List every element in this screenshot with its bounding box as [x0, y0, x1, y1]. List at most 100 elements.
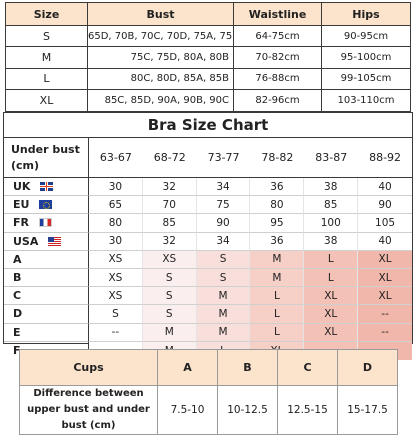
size-value-cell: 80 — [250, 196, 305, 215]
size-value-cell: 80 — [89, 214, 143, 233]
size-cell: S — [5, 24, 88, 48]
size-value-cell: 65 — [89, 196, 143, 215]
size-value-cell: 40 — [358, 233, 412, 251]
cup-a-value: 7.5-10 — [157, 385, 218, 435]
cup-size-cell: L — [250, 323, 305, 342]
fr-flag-icon — [38, 218, 52, 228]
cup-label-c: C — [4, 287, 89, 306]
size-value-cell: 100 — [304, 214, 359, 233]
region-label-text: USA — [13, 234, 39, 248]
cup-size-cell: M — [196, 323, 251, 342]
cup-size-cell: M — [142, 323, 197, 342]
cups-table-header: Cups A B C D — [19, 349, 398, 386]
under-bust-range: 73-77 — [196, 138, 251, 178]
size-value-cell: 30 — [89, 232, 143, 251]
cup-size-cell: S — [89, 305, 143, 324]
under-bust-range: 63-67 — [89, 138, 143, 178]
cup-size-cell: XL — [358, 268, 412, 288]
size-value-cell: 90 — [358, 196, 412, 215]
cup-size-cell: S — [142, 287, 197, 306]
size-value-cell: 75 — [196, 196, 251, 215]
cups-table: Cups A B C D Difference between upper bu… — [19, 349, 398, 435]
cup-size-cell: M — [196, 287, 251, 306]
cup-size-cell: XL — [304, 323, 359, 342]
region-label-text: UK — [13, 180, 31, 194]
size-value-cell: 34 — [196, 232, 251, 251]
under-bust-range: 83-87 — [304, 138, 359, 178]
hips-cell: 103-110cm — [321, 89, 411, 112]
bust-cell: 75C, 75D, 80A, 80B — [87, 46, 234, 69]
cup-b-value: 10-12.5 — [217, 385, 278, 435]
cup-size-cell: -- — [89, 323, 143, 342]
uk-flag-icon — [40, 182, 54, 192]
under-bust-header: Under bust (cm) — [4, 138, 89, 178]
table-row: M 75C, 75D, 80A, 80B 70-82cm 95-100cm — [5, 46, 411, 69]
hips-cell: 95-100cm — [321, 46, 411, 69]
cup-label-a: A — [4, 250, 89, 269]
bra-chart-title: Bra Size Chart — [4, 113, 412, 138]
under-bust-range: 68-72 — [142, 138, 197, 178]
cup-size-cell: XS — [89, 268, 143, 288]
size-value-cell: 34 — [196, 178, 251, 197]
cup-b-header: B — [217, 349, 278, 386]
cup-size-cell: L — [250, 287, 305, 306]
cup-size-cell: XS — [89, 250, 143, 269]
cup-size-cell: L — [304, 268, 359, 288]
size-value-cell: 90 — [196, 214, 251, 233]
cup-size-cell: -- — [358, 305, 412, 324]
table-row: L 80C, 80D, 85A, 85B 76-88cm 99-105cm — [5, 67, 411, 91]
header-size: Size — [5, 2, 88, 26]
cup-c-header: C — [277, 349, 338, 386]
cup-size-cell: XS — [89, 287, 143, 306]
cup-size-cell: L — [250, 305, 305, 324]
under-bust-range: 78-82 — [250, 138, 305, 178]
size-value-cell: 40 — [358, 178, 412, 197]
hips-cell: 99-105cm — [321, 67, 411, 91]
cups-header-label: Cups — [19, 349, 158, 386]
under-bust-range: 88-92 — [358, 138, 412, 178]
cup-size-cell: XS — [142, 250, 197, 269]
table-row: S 65D, 70B, 70C, 70D, 75A, 75B 64-75cm 9… — [5, 24, 411, 48]
cup-size-cell: L — [304, 250, 359, 269]
cup-size-cell: S — [196, 268, 251, 288]
size-value-cell: 32 — [142, 232, 197, 251]
region-label-text: EU — [13, 198, 30, 212]
size-table-header: Size Bust Waistline Hips — [5, 2, 411, 26]
size-cell: M — [5, 46, 88, 69]
region-label-usa: USA — [4, 232, 89, 251]
cup-size-cell: M — [196, 305, 251, 324]
cup-size-cell: M — [250, 268, 305, 288]
hips-cell: 90-95cm — [321, 24, 411, 48]
size-value-cell: 36 — [250, 178, 305, 197]
header-waistline: Waistline — [233, 2, 322, 26]
size-value-cell: 105 — [358, 214, 412, 233]
bust-cell: 80C, 80D, 85A, 85B — [87, 67, 234, 91]
region-label-text: FR — [13, 216, 29, 230]
cup-a-header: A — [157, 349, 218, 386]
bust-cell: 85C, 85D, 90A, 90B, 90C — [87, 89, 234, 112]
header-bust: Bust — [87, 2, 234, 26]
cup-size-cell: XL — [304, 305, 359, 324]
size-value-cell: 38 — [304, 178, 359, 197]
cup-label-d: D — [4, 305, 89, 324]
bra-chart-grid: Under bust (cm) 63-67 68-72 73-77 78-82 83-87… — [4, 138, 412, 360]
region-label-uk: UK — [4, 178, 89, 197]
cups-table-row: Difference between upper bust and under … — [19, 385, 398, 435]
size-table: Size Bust Waistline Hips S 65D, 70B, 70C… — [5, 2, 411, 112]
region-label-fr: FR — [4, 214, 89, 233]
cup-label-b: B — [4, 268, 89, 288]
cup-size-cell: S — [142, 305, 197, 324]
bust-cell: 65D, 70B, 70C, 70D, 75A, 75B — [87, 24, 234, 48]
cup-d-value: 15-17.5 — [337, 385, 398, 435]
cup-d-header: D — [337, 349, 398, 386]
bra-size-chart: Bra Size Chart Under bust (cm) 63-67 68-72… — [3, 112, 413, 360]
cup-size-cell: XL — [358, 287, 412, 306]
header-hips: Hips — [321, 2, 411, 26]
cup-size-cell: S — [196, 250, 251, 269]
cup-size-cell: S — [142, 268, 197, 288]
size-value-cell: 32 — [142, 178, 197, 197]
cup-label-e: E — [4, 323, 89, 342]
size-value-cell: 85 — [142, 214, 197, 233]
size-value-cell: 36 — [250, 232, 305, 251]
waist-cell: 70-82cm — [233, 46, 322, 69]
